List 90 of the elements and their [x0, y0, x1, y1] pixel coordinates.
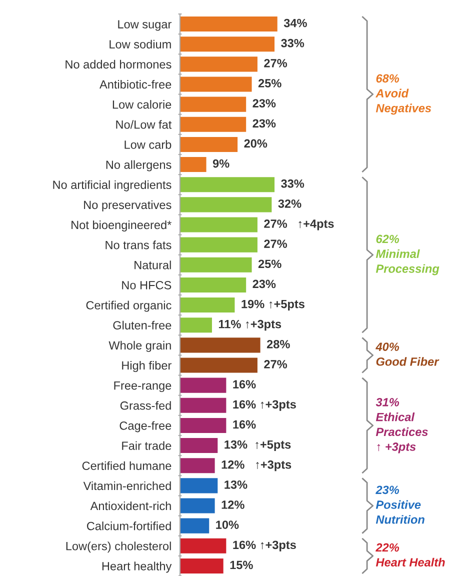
data-label: 9%	[212, 159, 230, 168]
data-label: 19% ↑+5pts	[242, 300, 304, 311]
bar	[180, 418, 226, 433]
text: 68% Avoid Negatives	[376, 74, 432, 115]
data-label: 23%	[252, 119, 276, 128]
data-label: 11% ↑+3pts	[218, 320, 282, 331]
data-label: 12% ↑+3pts	[222, 460, 292, 472]
data-label: 27%	[264, 58, 288, 68]
data-label: 16%	[233, 380, 256, 388]
y-tick-label: No HFCS	[122, 281, 172, 290]
y-tick-label: Whole grain	[108, 340, 171, 352]
y-tick-label: Calcium-fortified	[86, 522, 171, 530]
bar	[180, 197, 272, 212]
data-label: 27% ↑+4pts	[264, 220, 334, 230]
y-tick-label: Low sodium	[110, 40, 171, 48]
y-tick-label: Cage-free	[120, 421, 172, 432]
y-tick-label: Fair trade	[122, 441, 172, 450]
text: 31% Ethical Practices ↑ +3pts	[376, 398, 428, 454]
bar	[180, 177, 275, 192]
data-label: 10%	[216, 520, 239, 529]
data-label: 23%	[252, 280, 276, 288]
bar	[180, 56, 258, 72]
y-tick-label: Antibiotic-free	[100, 80, 172, 89]
y-tick-label: No added hormones	[66, 60, 172, 69]
bar	[180, 538, 226, 554]
bar	[180, 116, 246, 132]
y-tick-label: Low sugar	[118, 20, 172, 31]
data-label: 23%	[252, 99, 276, 108]
bar	[180, 478, 218, 494]
y-tick-label: No allergens	[106, 160, 172, 172]
bar	[180, 558, 224, 574]
data-label: 12%	[222, 500, 244, 509]
bar	[180, 498, 215, 514]
bar	[180, 378, 226, 393]
y-tick-label: No artificial ingredients	[53, 180, 172, 192]
bar	[180, 458, 215, 474]
y-tick-label: No preservatives	[84, 200, 172, 212]
bar	[180, 96, 246, 112]
data-label: 16%	[233, 420, 256, 429]
y-tick-label: Low(ers) cholesterol	[66, 542, 171, 553]
y-tick-label: No/Low fat	[116, 120, 172, 129]
y-tick-label: Certified humane	[82, 461, 172, 470]
text: 40% Good Fiber	[376, 342, 440, 366]
bar	[180, 36, 275, 52]
data-label: 16% ↑+3pts	[233, 540, 296, 552]
text: 22% Heart Health	[376, 543, 445, 567]
text: 23% Positive Nutrition	[376, 486, 424, 524]
bar	[180, 318, 212, 333]
bar	[180, 398, 226, 413]
y-tick-label: Antioxident-rich	[90, 501, 171, 510]
bar	[180, 438, 218, 454]
bar	[180, 217, 258, 232]
y-tick-label: Heart healthy	[102, 562, 172, 573]
bar	[180, 237, 258, 252]
text: 62% Minimal Processing	[376, 234, 440, 276]
y-tick-label: Natural	[134, 260, 171, 270]
y-tick-label: Low carb	[124, 140, 172, 149]
y-tick-label: Free-range	[114, 381, 172, 392]
data-label: 25%	[258, 260, 282, 268]
bar	[180, 358, 258, 373]
bar	[180, 136, 238, 152]
data-label: 33%	[281, 179, 304, 188]
data-label: 13% ↑+5pts	[224, 440, 291, 452]
data-label: 32%	[278, 199, 302, 208]
data-label: 28%	[266, 340, 290, 348]
data-label: 27%	[264, 360, 288, 368]
bar	[180, 16, 278, 32]
data-label: 20%	[244, 139, 268, 148]
y-tick-label: Not bioengineered*	[72, 220, 172, 232]
y-tick-label: High fiber	[122, 360, 172, 372]
data-label: 27%	[264, 240, 288, 248]
data-label: 34%	[284, 18, 307, 28]
y-tick-label: Low calorie	[112, 100, 172, 109]
bar	[180, 298, 235, 313]
data-label: 13%	[224, 480, 248, 489]
data-label: 33%	[281, 38, 304, 48]
bar	[180, 157, 206, 172]
data-label: 16% ↑+3pts	[233, 400, 296, 411]
y-tick-label: Grass-fed	[120, 401, 171, 410]
bar	[180, 257, 252, 272]
bar	[180, 338, 260, 353]
y-tick-label: Certified organic	[86, 300, 172, 312]
bar	[180, 518, 210, 534]
data-label: 25%	[258, 79, 282, 88]
bar	[180, 76, 252, 92]
y-tick-label: Gluten-free	[113, 320, 172, 330]
data-label: 15%	[230, 560, 253, 570]
y-tick-label: Vitamin-enriched	[83, 481, 171, 490]
bar	[180, 277, 246, 292]
y-tick-label: No trans fats	[106, 240, 172, 250]
